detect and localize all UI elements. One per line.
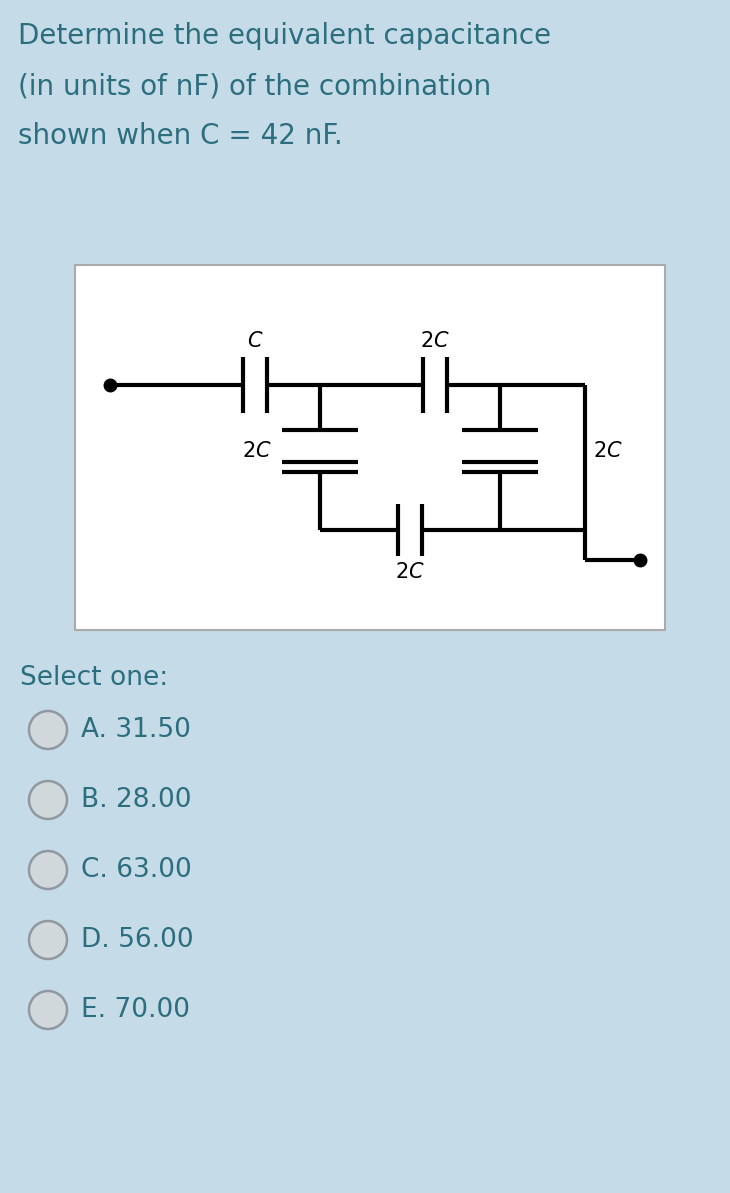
- Text: D. 56.00: D. 56.00: [81, 927, 193, 953]
- Text: Select one:: Select one:: [20, 665, 168, 691]
- Text: $C$: $C$: [247, 330, 264, 351]
- Circle shape: [29, 921, 67, 959]
- Circle shape: [29, 711, 67, 749]
- Text: (in units of nF) of the combination: (in units of nF) of the combination: [18, 72, 491, 100]
- Text: $2C$: $2C$: [395, 562, 425, 582]
- Text: $2C$: $2C$: [593, 441, 623, 460]
- Bar: [75, 265, 665, 630]
- Text: A. 31.50: A. 31.50: [81, 717, 191, 743]
- Text: E. 70.00: E. 70.00: [81, 997, 190, 1024]
- Text: shown when C = 42 nF.: shown when C = 42 nF.: [18, 122, 343, 150]
- Text: $2C$: $2C$: [420, 330, 450, 351]
- Text: C. 63.00: C. 63.00: [81, 857, 192, 883]
- Text: $2C$: $2C$: [242, 441, 272, 460]
- Circle shape: [29, 851, 67, 889]
- Text: Determine the equivalent capacitance: Determine the equivalent capacitance: [18, 21, 551, 50]
- Circle shape: [29, 991, 67, 1030]
- Circle shape: [29, 781, 67, 820]
- Text: B. 28.00: B. 28.00: [81, 787, 191, 812]
